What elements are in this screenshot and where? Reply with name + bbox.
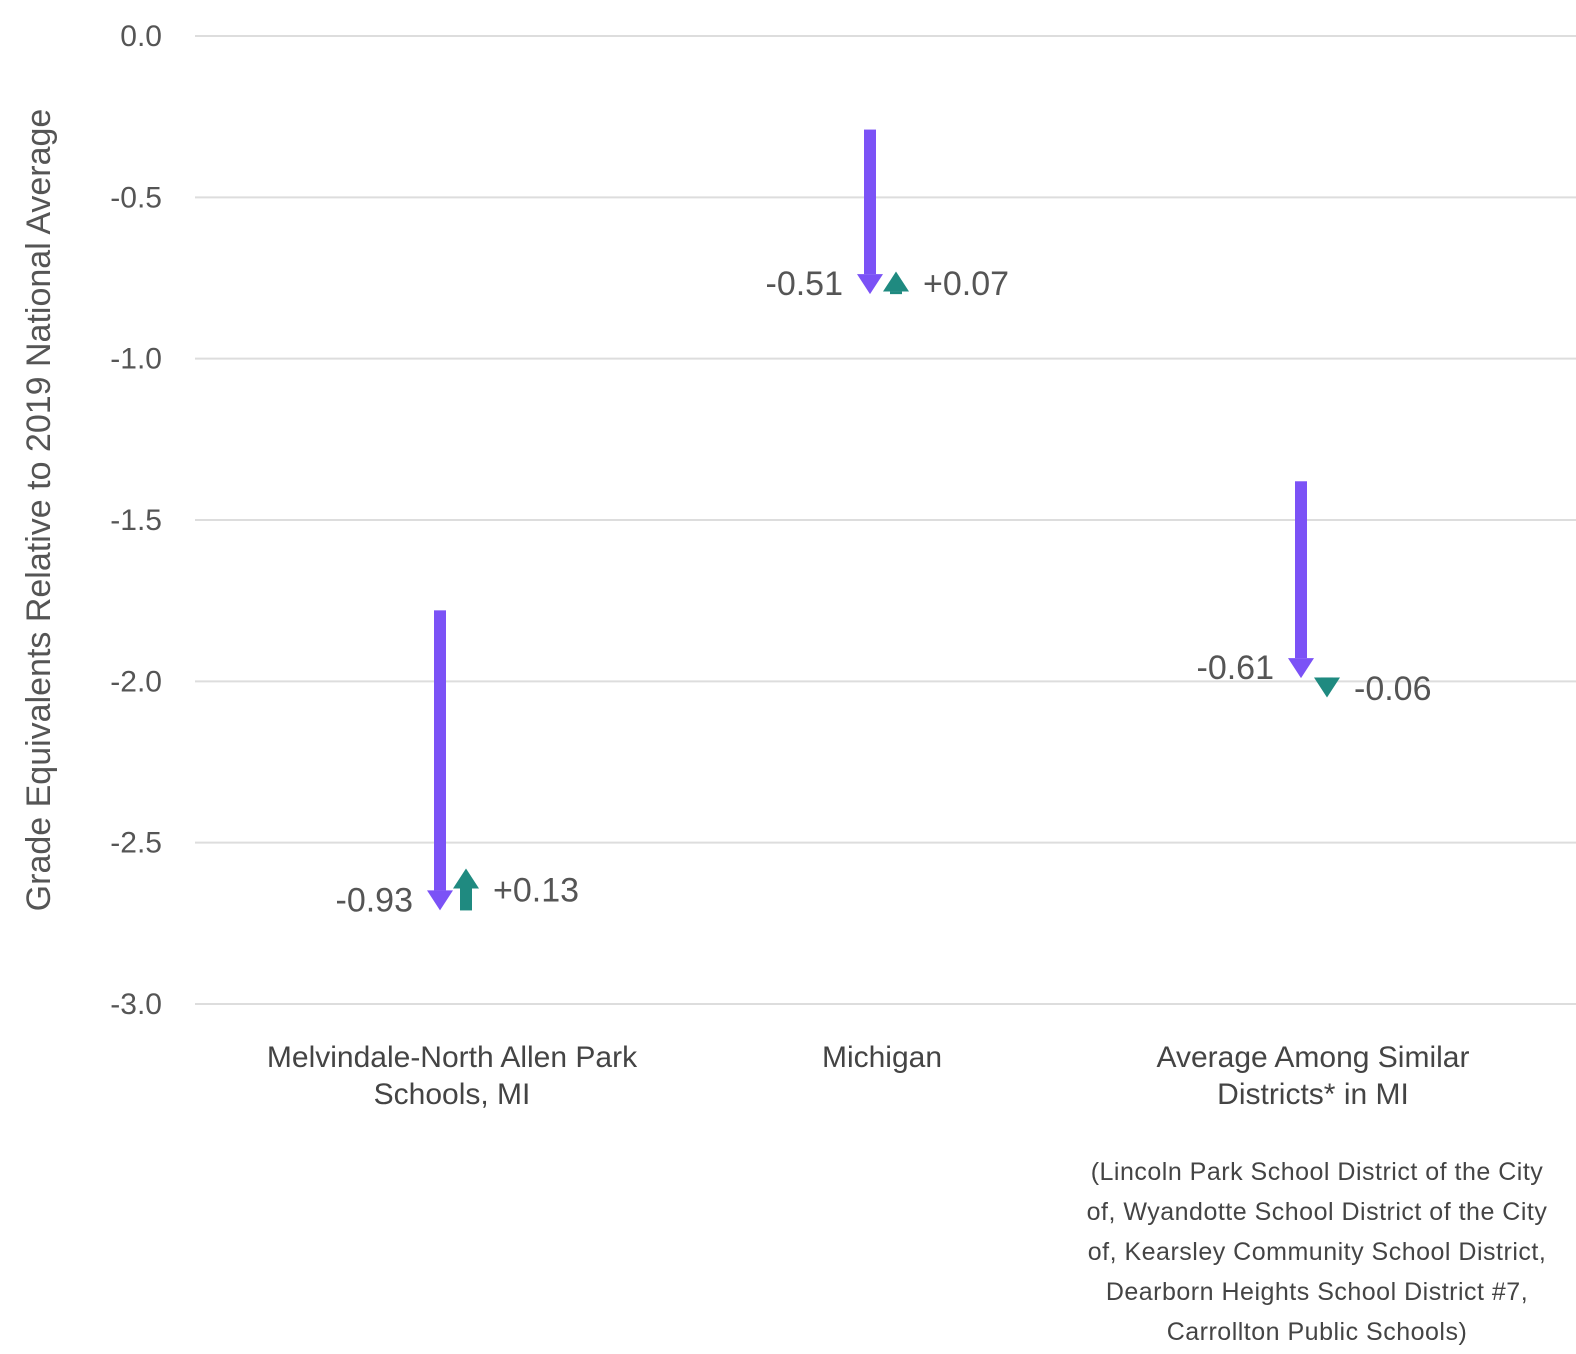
change-arrow-head	[857, 274, 883, 295]
change-arrow-label: -0.51	[766, 265, 844, 303]
secondary-change-arrow-head	[883, 271, 909, 292]
y-tick-label: -3.0	[110, 988, 162, 1021]
secondary-change-arrow-label: +0.07	[923, 265, 1009, 303]
y-tick-label: -2.0	[110, 665, 162, 698]
x-category-label: Michigan	[822, 1041, 942, 1074]
footnote-line: (Lincoln Park School District of the Cit…	[1091, 1158, 1544, 1186]
secondary-change-arrow-shaft	[460, 888, 472, 911]
secondary-change-arrow	[883, 271, 909, 295]
secondary-change-arrow-label: -0.06	[1354, 670, 1432, 708]
chart-marks: -0.93 +0.13 -0.51 +0.07 -0.61 -0.06	[336, 129, 1432, 919]
y-tick-label: -1.0	[110, 343, 162, 376]
grid	[195, 35, 1576, 1005]
change-arrow-head	[1288, 658, 1314, 679]
secondary-change-arrow	[453, 868, 479, 911]
change-arrow-shaft	[1295, 481, 1307, 659]
secondary-change-arrow	[1314, 677, 1340, 698]
change-arrow-label: -0.93	[336, 881, 414, 919]
x-category-label: Average Among Similar	[1157, 1041, 1470, 1074]
y-tick-label: -1.5	[110, 504, 162, 537]
y-tick-label: -2.5	[110, 827, 162, 860]
x-category-label: Districts* in MI	[1217, 1078, 1409, 1111]
change-arrow	[1288, 481, 1314, 679]
y-tick-label: -0.5	[110, 181, 162, 214]
secondary-change-arrow-head	[453, 868, 479, 889]
footnote-line: of, Kearsley Community School District,	[1088, 1238, 1547, 1266]
footnote: (Lincoln Park School District of the Cit…	[1087, 1158, 1548, 1346]
x-category-label: Melvindale-North Allen Park	[267, 1041, 638, 1074]
footnote-line: Dearborn Heights School District #7,	[1106, 1278, 1528, 1306]
change-arrow-head	[427, 890, 453, 911]
y-axis-ticks: 0.0 -0.5 -1.0 -1.5 -2.0 -2.5 -3.0	[110, 20, 162, 1021]
change-arrow	[427, 610, 453, 911]
y-tick-label: 0.0	[120, 20, 162, 53]
x-axis-categories: Melvindale-North Allen Park Schools, MI Mi…	[267, 1041, 1470, 1111]
change-arrow-shaft	[434, 610, 446, 891]
secondary-change-arrow-label: +0.13	[493, 871, 579, 909]
change-arrow-label: -0.61	[1197, 649, 1275, 687]
footnote-line: of, Wyandotte School District of the Cit…	[1087, 1198, 1548, 1226]
x-category-label: Schools, MI	[374, 1078, 531, 1111]
secondary-change-arrow-head	[1314, 677, 1340, 698]
y-axis-label: Grade Equivalents Relative to 2019 Natio…	[20, 109, 58, 912]
change-arrow	[857, 129, 883, 295]
change-arrow-shaft	[864, 129, 876, 275]
secondary-change-arrow-shaft	[890, 291, 902, 295]
footnote-line: Carrollton Public Schools)	[1167, 1318, 1468, 1346]
